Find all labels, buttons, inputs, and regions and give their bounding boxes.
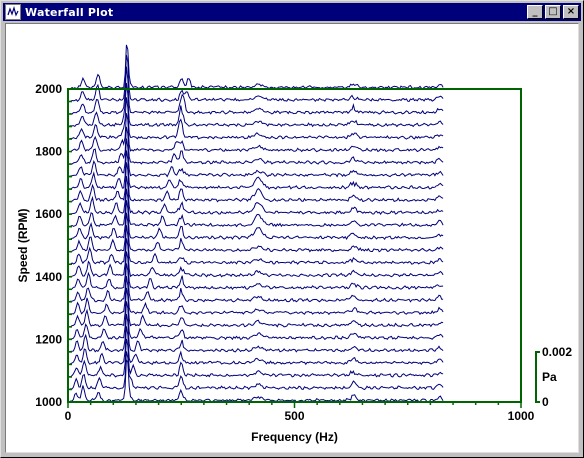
- spectrum-trace: [67, 44, 444, 90]
- spectrum-trace: [67, 150, 444, 190]
- amplitude-scale-min: 0: [542, 395, 549, 409]
- spectrum-trace: [67, 126, 444, 165]
- x-tick-label: 1000: [508, 409, 535, 423]
- y-tick-label: 1200: [35, 332, 62, 346]
- x-ticks: 0 500 1000: [65, 402, 535, 423]
- y-tick-label: 1800: [35, 145, 62, 159]
- minimize-button[interactable]: _: [527, 5, 543, 19]
- y-tick-label: 1400: [35, 270, 62, 284]
- spectrum-trace: [67, 263, 444, 303]
- spectrum-trace: [67, 338, 444, 378]
- y-axis-label: Speed (RPM): [16, 208, 30, 282]
- spectrum-trace: [68, 287, 444, 328]
- amplitude-scale-max: 0.002: [542, 345, 572, 359]
- y-ticks: 1000 1200 1400 1600 1800 2000: [35, 82, 72, 409]
- spectrum-trace: [67, 97, 444, 140]
- spectrum-trace: [67, 238, 444, 278]
- trace-group: [67, 44, 444, 403]
- x-tick-label: 0: [65, 409, 72, 423]
- title-bar[interactable]: Waterfall Plot _ □ ×: [3, 3, 581, 21]
- maximize-button[interactable]: □: [545, 5, 561, 19]
- waveform-icon[interactable]: [5, 4, 21, 20]
- spectrum-trace: [67, 176, 444, 215]
- spectrum-trace: [67, 188, 444, 228]
- spectrum-trace: [67, 225, 444, 265]
- spectrum-trace: [67, 212, 444, 253]
- amplitude-scale-bracket: [535, 351, 540, 403]
- x-tick-label: 500: [284, 409, 304, 423]
- spectrum-trace: [67, 200, 444, 241]
- spectrum-trace: [67, 113, 444, 153]
- amplitude-scale: 0.002 Pa 0: [535, 345, 572, 409]
- y-tick-label: 1000: [35, 395, 62, 409]
- y-tick-label: 1600: [35, 207, 62, 221]
- spectrum-trace: [67, 326, 444, 366]
- waterfall-chart: 1000 1200 1400 1600 1800 2000 0 500 1000 Freque…: [16, 44, 572, 444]
- spectrum-trace: [67, 313, 444, 353]
- close-button[interactable]: ×: [563, 5, 579, 19]
- spectrum-trace: [67, 66, 444, 115]
- spectrum-trace: [67, 138, 444, 178]
- x-axis-label: Frequency (Hz): [251, 430, 338, 444]
- spectrum-trace: [67, 251, 444, 291]
- spectrum-trace: [67, 351, 444, 391]
- spectrum-trace: [67, 82, 444, 128]
- spectrum-trace: [67, 358, 444, 403]
- window-title: Waterfall Plot: [25, 5, 114, 19]
- amplitude-scale-unit: Pa: [542, 370, 557, 384]
- plot-area: 1000 1200 1400 1600 1800 2000 0 500 1000 Freque…: [5, 23, 579, 453]
- y-tick-label: 2000: [35, 82, 62, 96]
- spectrum-trace: [67, 276, 444, 316]
- spectrum-trace: [67, 301, 444, 341]
- spectrum-trace: [67, 162, 444, 203]
- spectrum-trace: [67, 54, 444, 103]
